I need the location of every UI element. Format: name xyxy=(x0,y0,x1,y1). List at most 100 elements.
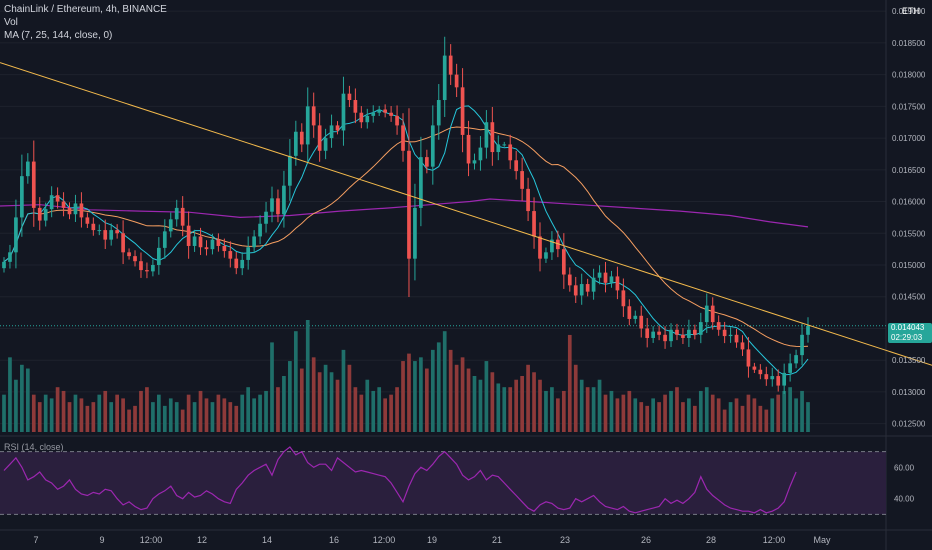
candle-body xyxy=(490,122,495,153)
candle-body xyxy=(645,328,650,338)
candle-body xyxy=(14,217,18,253)
candle-body xyxy=(180,207,185,226)
candle-body xyxy=(371,112,376,116)
time-tick-label: May xyxy=(813,535,831,545)
price-tick-label: 0.018000 xyxy=(892,71,926,80)
volume-bar xyxy=(758,405,763,432)
candle-body xyxy=(704,305,709,323)
volume-bar xyxy=(151,402,155,432)
volume-bar xyxy=(710,394,715,432)
candle-body xyxy=(85,217,90,224)
volume-bar xyxy=(472,376,477,432)
trendline-line xyxy=(0,62,932,366)
candle-body xyxy=(561,249,566,275)
volume-bar xyxy=(514,379,519,432)
volume-bar xyxy=(192,402,197,432)
candle-body xyxy=(413,207,417,259)
volume-bar xyxy=(222,398,227,432)
candle-body xyxy=(436,100,441,126)
time-tick-label: 12:00 xyxy=(373,535,396,545)
candle-body xyxy=(67,207,72,215)
currency-label[interactable]: ETH xyxy=(902,6,920,16)
candle-body xyxy=(377,109,382,113)
volume-label: Vol xyxy=(4,17,18,28)
candle-body xyxy=(401,125,405,151)
volume-bar xyxy=(526,364,530,432)
candle-body xyxy=(764,374,769,380)
volume-bar xyxy=(633,398,638,432)
ma144-path xyxy=(0,198,809,228)
candle-body xyxy=(448,55,453,75)
candle-body xyxy=(282,185,286,215)
time-axis[interactable]: 7 9 12:00 12 14 16 12:00 19 21 23 26 28 12:00 May xyxy=(33,535,831,545)
candle-body xyxy=(407,150,411,259)
volume-bar xyxy=(657,402,661,432)
volume-bar xyxy=(14,379,18,432)
volume-bar xyxy=(603,394,608,432)
volume-bar xyxy=(448,349,453,432)
rsi-tick-label: 40.00 xyxy=(894,495,915,504)
volume-bar xyxy=(85,405,90,432)
volume-bar xyxy=(466,368,471,432)
candle-body xyxy=(347,93,352,101)
volume-bar xyxy=(61,390,66,432)
volume-bar xyxy=(174,402,179,432)
volume-bar xyxy=(490,372,495,432)
candle-body xyxy=(502,144,507,146)
candle-body xyxy=(270,198,274,212)
volume-bar xyxy=(20,364,24,432)
candle-body xyxy=(567,274,572,286)
candle-body xyxy=(639,315,644,329)
candle-body xyxy=(228,251,233,259)
candle-body xyxy=(216,239,221,246)
candle-body xyxy=(97,230,102,232)
price-tick-label: 0.015500 xyxy=(892,229,926,238)
volume-bars xyxy=(2,320,810,432)
volume-bar xyxy=(180,409,185,432)
volume-bar xyxy=(442,331,447,432)
candle-body xyxy=(752,366,757,370)
volume-bar xyxy=(413,361,417,432)
volume-bar xyxy=(502,387,507,432)
volume-bar xyxy=(383,398,388,432)
candle-body xyxy=(806,325,810,335)
candle-body xyxy=(234,258,239,269)
volume-bar xyxy=(806,402,810,432)
volume-bar xyxy=(67,402,72,432)
volume-bar xyxy=(139,390,143,432)
price-axis[interactable]: 0.019000 0.018500 0.018000 0.017500 0.017000… xyxy=(892,7,926,428)
price-tick-label: 0.013000 xyxy=(892,388,926,397)
price-tick-label: 0.018500 xyxy=(892,39,926,48)
volume-bar xyxy=(538,379,542,432)
candle-body xyxy=(91,223,96,231)
volume-bar xyxy=(145,387,149,432)
price-tick-label: 0.014500 xyxy=(892,293,926,302)
candle-body xyxy=(335,125,340,131)
volume-bar xyxy=(91,402,96,432)
candle-body xyxy=(657,331,661,335)
last-price-badge: 0.014043 02:29:03 xyxy=(888,323,932,343)
trendline[interactable] xyxy=(0,62,932,366)
candle-body xyxy=(25,161,30,177)
volume-bar xyxy=(460,357,465,432)
candle-body xyxy=(532,211,536,237)
volume-bar xyxy=(317,372,322,432)
volume-bar xyxy=(407,353,411,432)
volume-bar xyxy=(430,349,435,432)
volume-bar xyxy=(270,342,274,432)
volume-bar xyxy=(591,387,596,432)
candle-body xyxy=(794,355,798,364)
volume-bar xyxy=(716,398,721,432)
volume-bar xyxy=(323,364,328,432)
time-tick-label: 28 xyxy=(706,535,716,545)
volume-bar xyxy=(496,383,501,432)
candle-body xyxy=(2,261,6,269)
candle-body xyxy=(317,125,322,151)
volume-bar xyxy=(240,394,245,432)
candle-body xyxy=(734,334,739,343)
candle-body xyxy=(103,230,108,240)
ma25-line xyxy=(3,126,809,348)
volume-bar xyxy=(544,390,548,432)
ma144-line xyxy=(0,198,809,228)
